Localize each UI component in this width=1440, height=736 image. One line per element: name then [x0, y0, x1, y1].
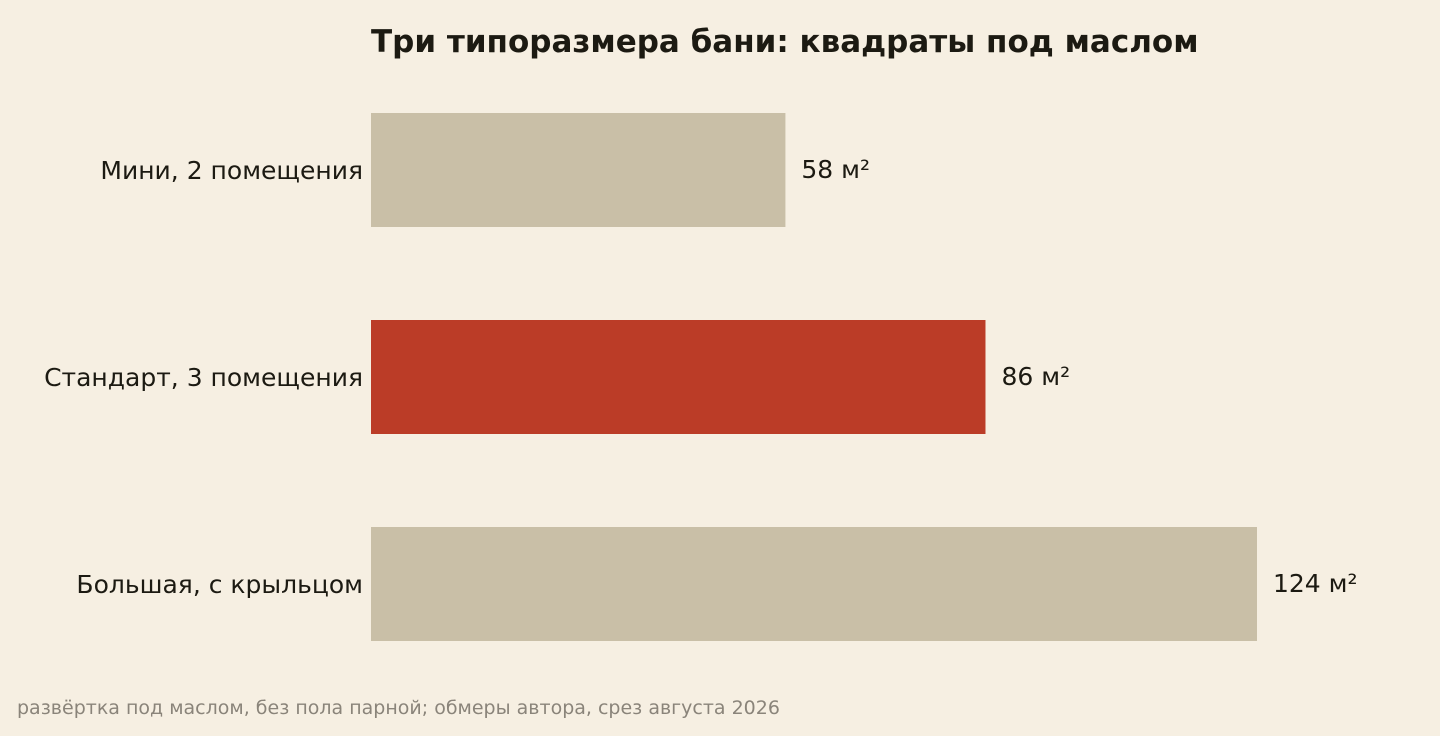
value-label-large: 124 м²: [1273, 569, 1358, 598]
category-label-large: Большая, с крыльцом: [76, 570, 363, 599]
value-label-standard: 86 м²: [1001, 362, 1070, 391]
bar-group: Мини, 2 помещения 58 м² Стандарт, 3 помеще…: [44, 113, 1358, 641]
bar-large: [371, 527, 1257, 641]
bar-mini: [371, 113, 786, 227]
bar-standard: [371, 320, 986, 434]
category-label-mini: Мини, 2 помещения: [100, 156, 363, 185]
category-label-standard: Стандарт, 3 помещения: [44, 363, 363, 392]
chart-footnote: развёртка под маслом, без пола парной; о…: [17, 697, 780, 719]
chart-title: Три типоразмера бани: квадраты под масло…: [371, 24, 1199, 60]
value-label-mini: 58 м²: [801, 155, 870, 184]
